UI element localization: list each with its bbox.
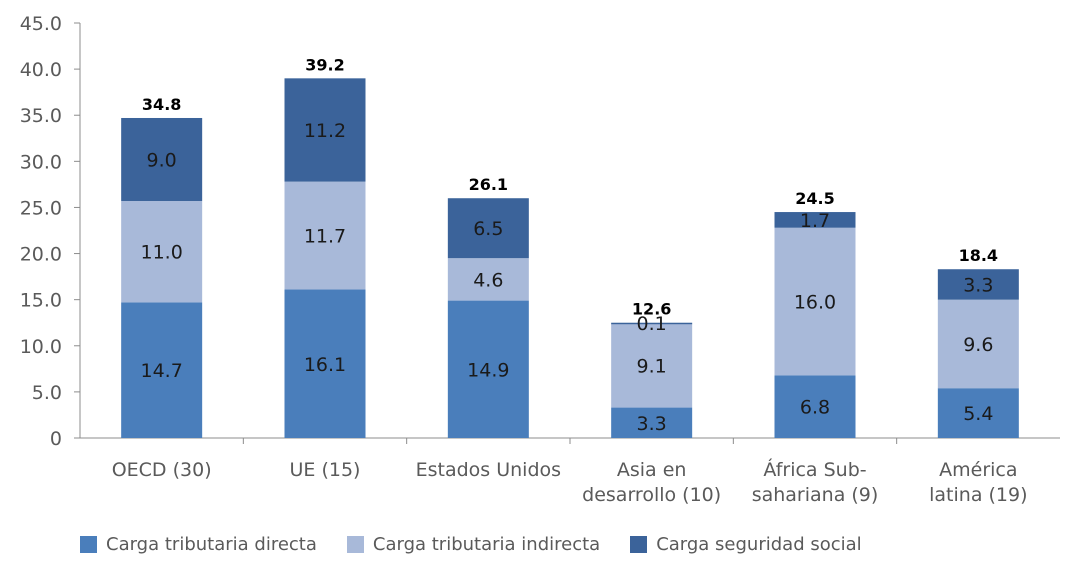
bar-segment [284,78,366,182]
data-label: 9.6 [963,334,993,356]
data-label: 11.2 [304,120,346,142]
x-tick-label: desarrollo (10) [582,484,721,506]
data-label: 9.0 [147,149,177,171]
legend-label-indirecta: Carga tributaria indirecta [372,533,601,555]
y-tick-label: 25.0 [20,197,62,219]
x-tick-label: África Sub- [763,458,866,481]
bar-segment [611,323,693,408]
legend-label-directa: Carga tributaria directa [106,533,317,555]
data-label: 6.5 [473,218,503,240]
chart-legend: Carga tributaria directa Carga tributari… [80,532,892,556]
legend-swatch-directa [80,535,97,553]
data-label: 16.0 [794,292,836,314]
data-label: 14.9 [467,359,509,381]
data-label: 14.7 [141,360,183,382]
bar-segment [611,322,693,325]
total-label: 18.4 [959,246,998,265]
data-label: 16.1 [304,354,346,376]
data-label: 5.4 [963,403,993,425]
bar-segment [121,200,203,303]
legend-swatch-seguridad-social [630,535,648,553]
y-tick-label: 35.0 [20,105,62,127]
bar-segment [774,212,856,228]
data-label: 6.8 [800,397,830,419]
total-label: 24.5 [795,189,834,208]
bar-segment [284,289,366,438]
total-label: 12.6 [632,300,671,319]
bar-segment [611,407,693,438]
bar-segment [121,302,203,438]
y-tick-label: 40.0 [20,59,62,81]
x-tick-label: Asia en [617,459,687,481]
bar-segment [937,299,1019,389]
bar-segment [937,388,1019,438]
data-label: 9.1 [637,356,667,378]
bar-segment [447,300,529,438]
data-label: 0.1 [637,313,667,335]
x-tick-label: OECD (30) [112,459,212,481]
bar-segment [447,198,529,259]
total-label: 39.2 [305,55,344,74]
bar-segment [121,117,203,201]
y-tick-label: 0 [50,428,62,450]
y-tick-label: 10.0 [20,336,62,358]
total-label: 34.8 [142,95,181,114]
total-label: 26.1 [469,175,508,194]
data-label: 3.3 [963,274,993,296]
y-tick-label: 5.0 [32,382,62,404]
bar-segment [284,181,366,290]
data-label: 4.6 [473,269,503,291]
data-label: 11.0 [141,242,183,264]
x-tick-label: latina (19) [929,484,1027,506]
bar-segment [937,269,1019,300]
y-tick-label: 15.0 [20,290,62,312]
x-tick-label: UE (15) [290,459,361,481]
y-tick-label: 45.0 [20,13,62,35]
x-tick-label: Estados Unidos [416,459,561,481]
bar-segment [774,227,856,376]
bar-segment [774,375,856,438]
y-tick-label: 30.0 [20,151,62,173]
legend-item-seguridad-social: Carga seguridad social [630,533,862,555]
x-tick-label: sahariana (9) [752,484,879,506]
legend-swatch-indirecta [346,535,364,553]
data-label: 11.7 [304,226,346,248]
legend-item-directa: Carga tributaria directa [80,534,317,555]
x-tick-label: América [939,459,1017,481]
bar-segment [447,258,529,301]
data-label: 1.7 [800,210,830,232]
y-tick-label: 20.0 [20,244,62,266]
legend-item-indirecta: Carga tributaria indirecta [346,533,601,555]
data-label: 3.3 [637,413,667,435]
legend-label-seguridad-social: Carga seguridad social [656,533,862,555]
